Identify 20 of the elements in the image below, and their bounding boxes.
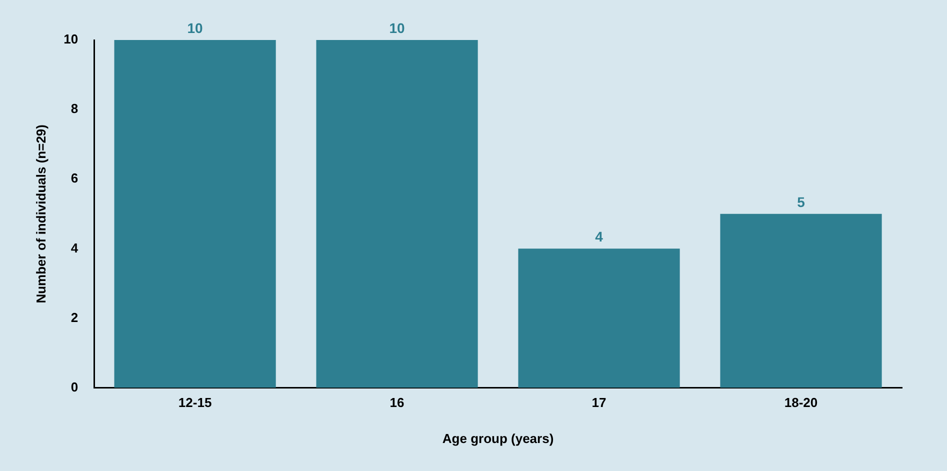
y-tick-label: 0 — [70, 379, 78, 394]
x-tick-label: 16 — [390, 395, 404, 410]
data-label: 10 — [389, 20, 406, 36]
x-axis-title: Age group (years) — [442, 430, 554, 446]
x-tick-label: 12-15 — [178, 395, 212, 410]
data-label: 10 — [187, 20, 204, 36]
x-tick-label: 18-20 — [784, 395, 818, 410]
y-tick-label: 6 — [70, 170, 78, 186]
x-tick-label: 17 — [592, 395, 606, 410]
bar — [720, 214, 882, 388]
bar — [114, 40, 276, 388]
y-tick-label: 8 — [70, 101, 78, 116]
y-axis-title: Number of individuals (n=29) — [33, 124, 48, 304]
data-label: 5 — [797, 194, 806, 210]
data-label: 4 — [595, 228, 604, 245]
bar — [518, 248, 680, 388]
bar — [316, 40, 478, 388]
y-tick-label: 10 — [64, 32, 78, 47]
y-tick-label: 2 — [70, 310, 78, 325]
y-tick-label: 4 — [70, 240, 79, 256]
